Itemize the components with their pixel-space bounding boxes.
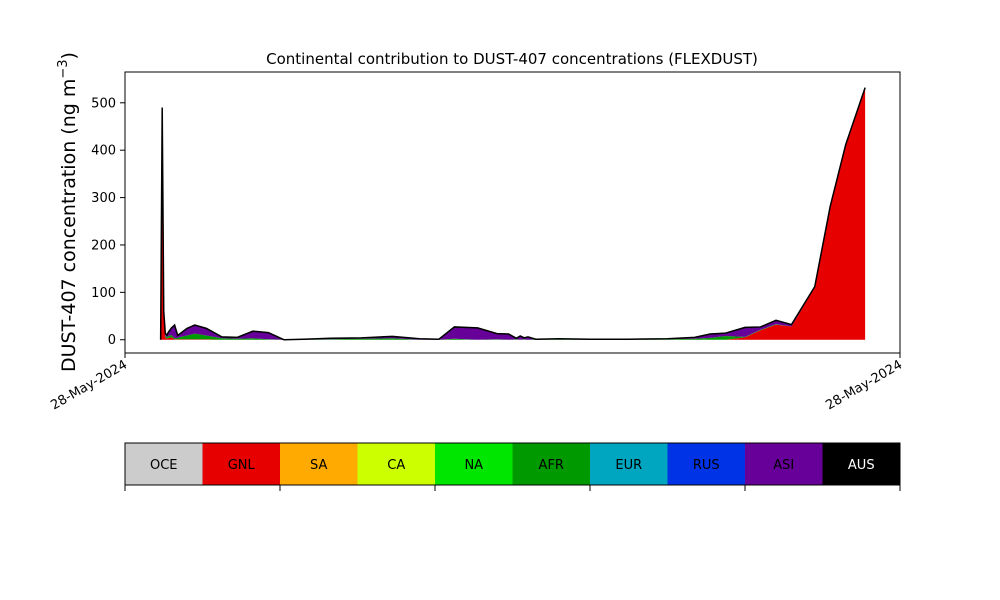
colorbar-legend: OCE GNL SA CA NA AFR EUR RUS ASI AUS <box>124 442 901 491</box>
legend-label: RUS <box>693 458 720 473</box>
legend-item-eur: EUR <box>590 443 668 485</box>
legend-item-sa: SA <box>280 443 358 485</box>
legend-item-ca: CA <box>357 443 435 485</box>
chart-title: Continental contribution to DUST-407 con… <box>266 50 758 68</box>
legend-label: NA <box>464 458 483 473</box>
y-axis-label-main: DUST-407 concentration (ng m <box>58 79 80 372</box>
legend-label: CA <box>387 458 405 473</box>
legend-swatch <box>512 443 590 485</box>
legend-item-rus: RUS <box>667 443 745 485</box>
legend-swatch <box>357 443 435 485</box>
series-area-gnl <box>160 88 866 340</box>
legend-label: ASI <box>773 458 794 473</box>
y-tick-label: 400 <box>91 144 116 159</box>
series-area-aus <box>160 87 866 340</box>
series-area-asi <box>160 87 866 340</box>
plot-frame <box>124 71 901 354</box>
series-area-afr <box>160 88 866 340</box>
legend-swatch <box>125 443 203 485</box>
y-tick-label: 300 <box>91 191 116 206</box>
legend-item-asi: ASI <box>745 443 823 485</box>
y-tick-label: 500 <box>91 96 116 111</box>
y-tick-label: 200 <box>91 238 116 253</box>
legend-item-oce: OCE <box>125 443 203 485</box>
legend-item-gnl: GNL <box>202 443 280 485</box>
y-tick-label: 100 <box>91 286 116 301</box>
y-axis-label-superscript: −3 <box>56 59 71 78</box>
legend-item-afr: AFR <box>512 443 590 485</box>
legend-swatch <box>745 443 823 485</box>
legend-swatch <box>202 443 280 485</box>
legend-swatch <box>590 443 668 485</box>
legend-item-na: NA <box>435 443 513 485</box>
total-outline <box>159 87 866 341</box>
legend-frame <box>124 442 901 486</box>
legend-label: EUR <box>615 458 642 473</box>
legend-label: OCE <box>150 458 178 473</box>
legend-label: SA <box>310 458 327 473</box>
legend-swatch <box>435 443 513 485</box>
x-tick-label: 28-May-2024 <box>823 357 905 413</box>
legend-label: GNL <box>228 458 256 473</box>
legend-swatch <box>822 443 900 485</box>
legend-swatch <box>667 443 745 485</box>
y-axis-label-close: ) <box>58 52 80 59</box>
legend-label: AFR <box>539 458 564 473</box>
y-axis-label: DUST-407 concentration (ng m−3) <box>56 52 80 372</box>
legend-label: AUS <box>848 458 875 473</box>
legend-swatch <box>280 443 358 485</box>
legend-item-aus: AUS <box>822 443 900 485</box>
y-tick-label: 0 <box>108 333 116 348</box>
